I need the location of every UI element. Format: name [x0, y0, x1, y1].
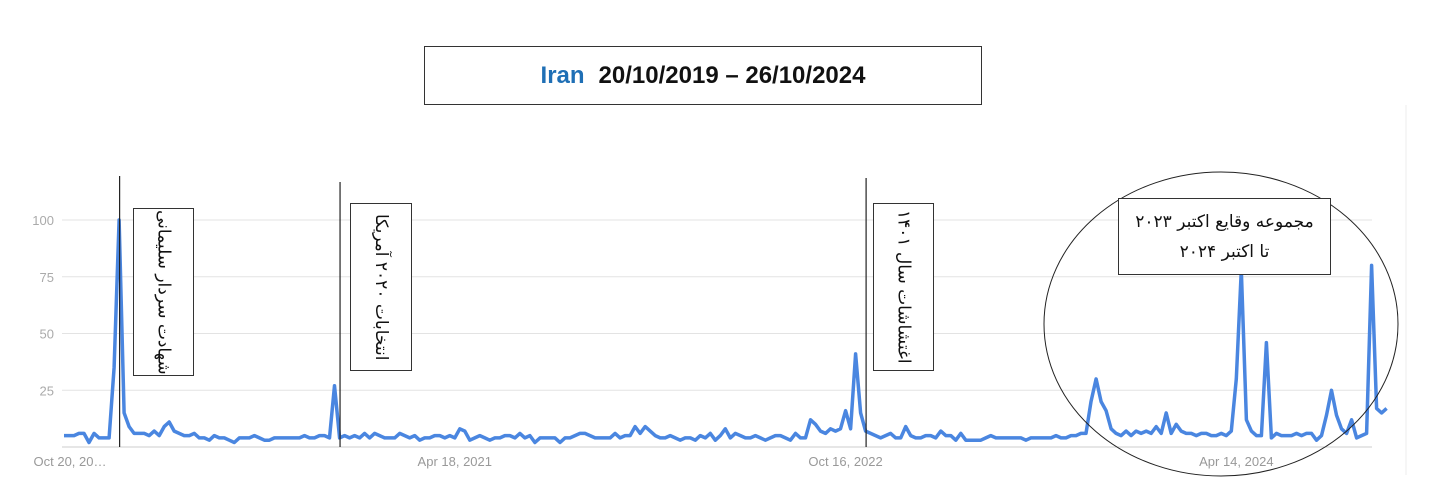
annotation-text: شهادت سردار سلیمانی: [153, 209, 174, 375]
y-tick-label: 50: [40, 327, 54, 342]
annotation-oct2023-oct2024: مجموعه وقایع اکتبر ۲۰۲۳ تا اکتبر ۲۰۲۴: [1118, 198, 1331, 275]
title-date-range: 20/10/2019 – 26/10/2024: [598, 61, 866, 89]
chart-title-box: Iran 20/10/2019 – 26/10/2024: [424, 46, 982, 105]
x-tick-label: Oct 16, 2022: [808, 454, 882, 469]
annotation-text: اغتشاشات سال ۱۴۰۱: [893, 210, 914, 364]
y-tick-label: 75: [40, 270, 54, 285]
x-tick-label: Oct 20, 20…: [34, 454, 107, 469]
annotation-1401-unrest: اغتشاشات سال ۱۴۰۱: [873, 203, 934, 371]
y-tick-label: 100: [32, 213, 54, 228]
y-tick-label: 25: [40, 383, 54, 398]
x-tick-label: Apr 18, 2021: [418, 454, 492, 469]
annotation-soleimani: شهادت سردار سلیمانی: [133, 208, 194, 376]
annotation-text-line2: تا اکتبر ۲۰۲۴: [1179, 241, 1270, 262]
annotation-text: انتخابات ۲۰۲۰ آمریکا: [371, 213, 391, 361]
title-country: Iran: [540, 61, 585, 89]
annotation-ellipse: [1043, 171, 1399, 477]
x-tick-label: Apr 14, 2024: [1199, 454, 1273, 469]
annotation-text-line1: مجموعه وقایع اکتبر ۲۰۲۳: [1135, 211, 1314, 232]
annotation-us-election: انتخابات ۲۰۲۰ آمریکا: [350, 203, 412, 371]
